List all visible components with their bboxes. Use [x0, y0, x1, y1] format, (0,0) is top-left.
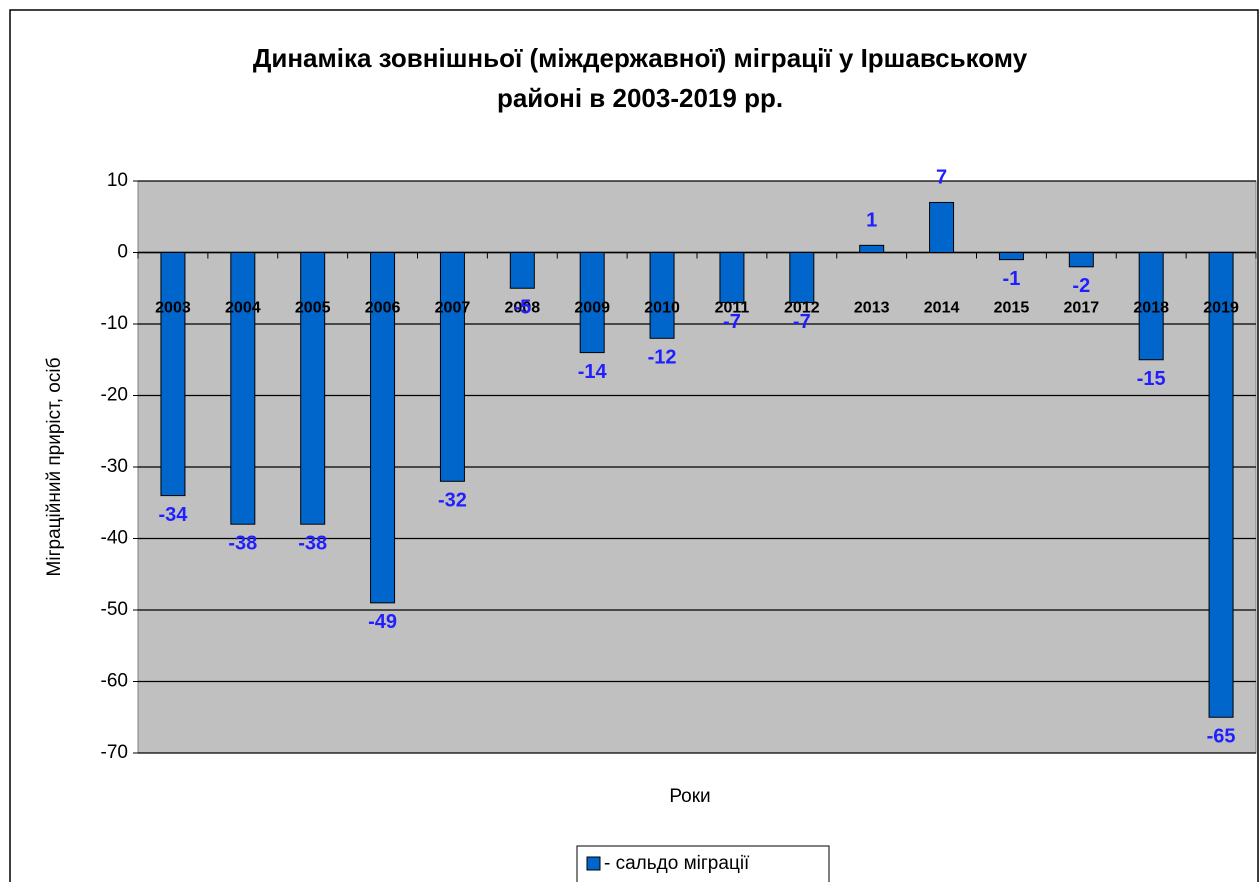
bar	[230, 252, 256, 525]
data-label: -38	[228, 532, 257, 554]
bar	[509, 252, 535, 289]
data-label: -1	[1003, 268, 1021, 290]
data-label: 7	[936, 167, 947, 189]
bar	[929, 201, 955, 253]
bar	[1138, 252, 1164, 361]
y-tick-label: 0	[117, 242, 128, 263]
x-tick-label: 2013	[854, 300, 890, 317]
x-tick-label: 2012	[784, 300, 820, 317]
y-tick-label: -20	[101, 385, 128, 406]
data-label: -2	[1072, 275, 1090, 297]
x-tick-label: 2018	[1133, 300, 1169, 317]
y-tick-label: 10	[107, 170, 128, 191]
y-tick-label: -60	[101, 671, 128, 692]
x-tick-label: 2007	[435, 300, 471, 317]
x-tick-label: 2003	[155, 300, 191, 317]
chart-title: Динаміка зовнішньої (міждержавної) мігра…	[253, 43, 1028, 73]
data-label: -32	[438, 490, 467, 512]
bar	[1068, 252, 1094, 268]
data-label: -65	[1207, 726, 1236, 748]
x-tick-label: 2010	[644, 300, 680, 317]
bar	[579, 252, 605, 354]
bar	[789, 252, 815, 304]
data-label: -5	[513, 297, 531, 319]
data-label: -14	[578, 361, 608, 383]
y-tick-label: -10	[101, 313, 128, 334]
y-tick-label: -70	[101, 742, 128, 763]
bar	[719, 252, 745, 304]
x-tick-label: 2017	[1064, 300, 1100, 317]
y-tick-label: -40	[101, 528, 128, 549]
bar	[649, 252, 675, 339]
x-tick-label: 2004	[225, 300, 261, 317]
bar	[160, 252, 186, 497]
x-tick-label: 2011	[715, 300, 750, 317]
bar	[300, 252, 326, 525]
legend-box	[576, 845, 830, 882]
data-label: 1	[866, 210, 877, 232]
data-label: -12	[648, 347, 677, 369]
x-tick-label: 2005	[295, 300, 331, 317]
bar	[439, 252, 465, 482]
data-label: -7	[793, 311, 811, 333]
legend-swatch	[586, 856, 601, 871]
data-label: -15	[1137, 368, 1166, 390]
y-tick-label: -50	[101, 599, 128, 620]
x-tick-label: 2015	[994, 300, 1030, 317]
legend-label: - сальдо міграції	[604, 853, 750, 874]
data-label: -49	[368, 611, 397, 633]
x-tick-label: 2006	[365, 300, 401, 317]
data-label: -38	[298, 532, 327, 554]
chart-title: районі в 2003-2019 рр.	[497, 83, 783, 113]
x-tick-label: 2019	[1203, 300, 1239, 317]
x-tick-label: 2008	[505, 300, 541, 317]
y-tick-label: -30	[101, 456, 128, 477]
x-tick-label: 2009	[574, 300, 610, 317]
data-label: -34	[158, 504, 188, 526]
x-tick-label: 2014	[924, 300, 960, 317]
y-axis-label: Міграційний приріст, осіб	[44, 357, 65, 576]
bar	[859, 244, 885, 254]
bar	[370, 252, 396, 604]
chart-border	[9, 9, 1259, 882]
bar	[998, 252, 1024, 261]
x-axis-label: Роки	[669, 786, 710, 807]
data-label: -7	[723, 311, 741, 333]
bar	[1208, 252, 1234, 718]
